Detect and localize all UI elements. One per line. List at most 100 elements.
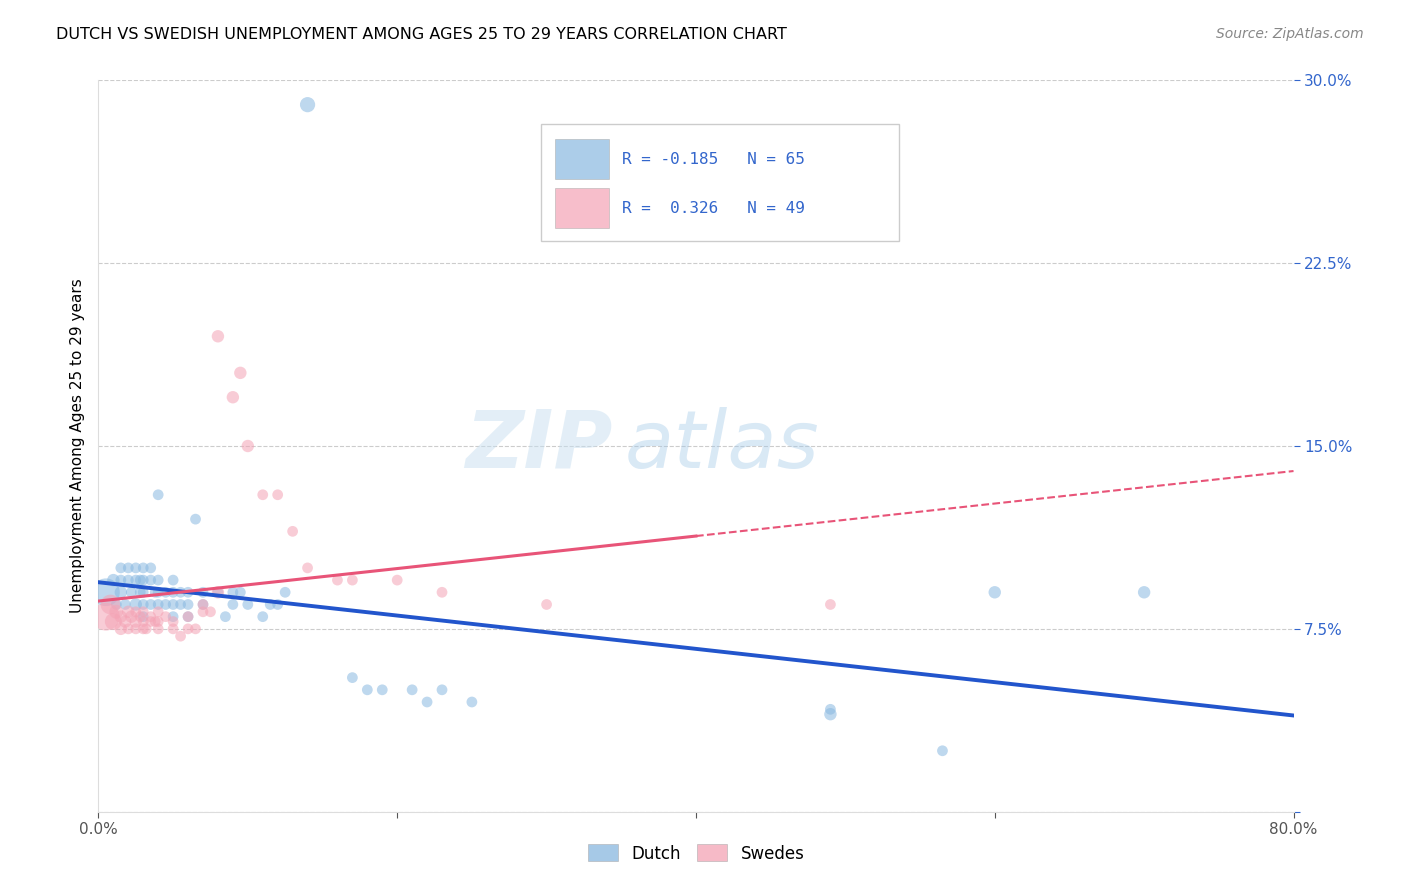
Point bbox=[191, 605, 214, 619]
Point bbox=[94, 609, 117, 624]
Point bbox=[139, 561, 162, 575]
Point bbox=[98, 598, 122, 612]
Point bbox=[342, 573, 364, 587]
Point bbox=[252, 609, 274, 624]
Point bbox=[184, 512, 207, 526]
Point bbox=[114, 615, 136, 629]
Point bbox=[281, 524, 304, 539]
Point bbox=[207, 585, 229, 599]
Point bbox=[169, 598, 191, 612]
Point bbox=[129, 573, 152, 587]
Point bbox=[342, 671, 364, 685]
Point bbox=[110, 573, 132, 587]
Point bbox=[110, 609, 132, 624]
Point bbox=[103, 615, 125, 629]
Point bbox=[120, 585, 142, 599]
Point bbox=[105, 598, 128, 612]
Point bbox=[820, 707, 842, 722]
Point bbox=[114, 598, 136, 612]
Text: R =  0.326   N = 49: R = 0.326 N = 49 bbox=[621, 201, 804, 216]
Point bbox=[461, 695, 484, 709]
Point bbox=[191, 598, 214, 612]
Point bbox=[162, 622, 184, 636]
Point bbox=[129, 585, 152, 599]
Point bbox=[177, 609, 200, 624]
Point bbox=[139, 573, 162, 587]
Point bbox=[117, 561, 139, 575]
Point bbox=[191, 598, 214, 612]
Point bbox=[155, 598, 177, 612]
Point bbox=[430, 585, 453, 599]
Point bbox=[214, 609, 236, 624]
Point bbox=[148, 605, 170, 619]
Point bbox=[162, 615, 184, 629]
Point bbox=[259, 598, 281, 612]
Point bbox=[356, 682, 378, 697]
Point bbox=[132, 598, 155, 612]
Point bbox=[162, 573, 184, 587]
Point bbox=[148, 585, 170, 599]
Point bbox=[132, 609, 155, 624]
Point bbox=[222, 390, 245, 404]
Point bbox=[177, 622, 200, 636]
Point bbox=[222, 598, 245, 612]
Point bbox=[820, 598, 842, 612]
Point bbox=[148, 573, 170, 587]
Point bbox=[135, 622, 157, 636]
Point bbox=[125, 573, 148, 587]
Point bbox=[274, 585, 297, 599]
Point bbox=[162, 598, 184, 612]
Point bbox=[401, 682, 423, 697]
Text: ZIP: ZIP bbox=[465, 407, 613, 485]
Point bbox=[177, 585, 200, 599]
Point bbox=[931, 744, 953, 758]
Point bbox=[155, 609, 177, 624]
Point bbox=[148, 615, 170, 629]
Point bbox=[117, 573, 139, 587]
Point bbox=[132, 585, 155, 599]
Point bbox=[162, 609, 184, 624]
Point bbox=[177, 598, 200, 612]
Point bbox=[132, 561, 155, 575]
Point bbox=[385, 573, 409, 587]
Point bbox=[162, 585, 184, 599]
Point bbox=[120, 609, 142, 624]
Point bbox=[820, 702, 842, 716]
Point bbox=[229, 585, 252, 599]
Point bbox=[191, 585, 214, 599]
FancyBboxPatch shape bbox=[541, 124, 900, 241]
Point bbox=[236, 598, 259, 612]
Point bbox=[1133, 585, 1156, 599]
Point bbox=[125, 598, 148, 612]
Point bbox=[139, 615, 162, 629]
Text: Source: ZipAtlas.com: Source: ZipAtlas.com bbox=[1216, 27, 1364, 41]
Point bbox=[371, 682, 394, 697]
Point bbox=[184, 622, 207, 636]
Point bbox=[267, 488, 290, 502]
Point bbox=[148, 488, 170, 502]
Point bbox=[143, 615, 166, 629]
Point bbox=[207, 329, 229, 343]
Point bbox=[125, 615, 148, 629]
Bar bbox=[555, 139, 609, 179]
Point bbox=[132, 622, 155, 636]
Text: R = -0.185   N = 65: R = -0.185 N = 65 bbox=[621, 152, 804, 167]
Point bbox=[125, 561, 148, 575]
Point bbox=[129, 609, 152, 624]
Point bbox=[207, 585, 229, 599]
Point bbox=[416, 695, 439, 709]
Point bbox=[139, 598, 162, 612]
Point bbox=[125, 622, 148, 636]
Point bbox=[105, 605, 128, 619]
Text: atlas: atlas bbox=[624, 407, 820, 485]
Point bbox=[177, 609, 200, 624]
Point bbox=[169, 629, 191, 643]
Point bbox=[267, 598, 290, 612]
Y-axis label: Unemployment Among Ages 25 to 29 years: Unemployment Among Ages 25 to 29 years bbox=[69, 278, 84, 614]
Point bbox=[148, 622, 170, 636]
Point bbox=[984, 585, 1007, 599]
Point bbox=[143, 585, 166, 599]
Point bbox=[252, 488, 274, 502]
Point bbox=[132, 573, 155, 587]
Point bbox=[155, 585, 177, 599]
